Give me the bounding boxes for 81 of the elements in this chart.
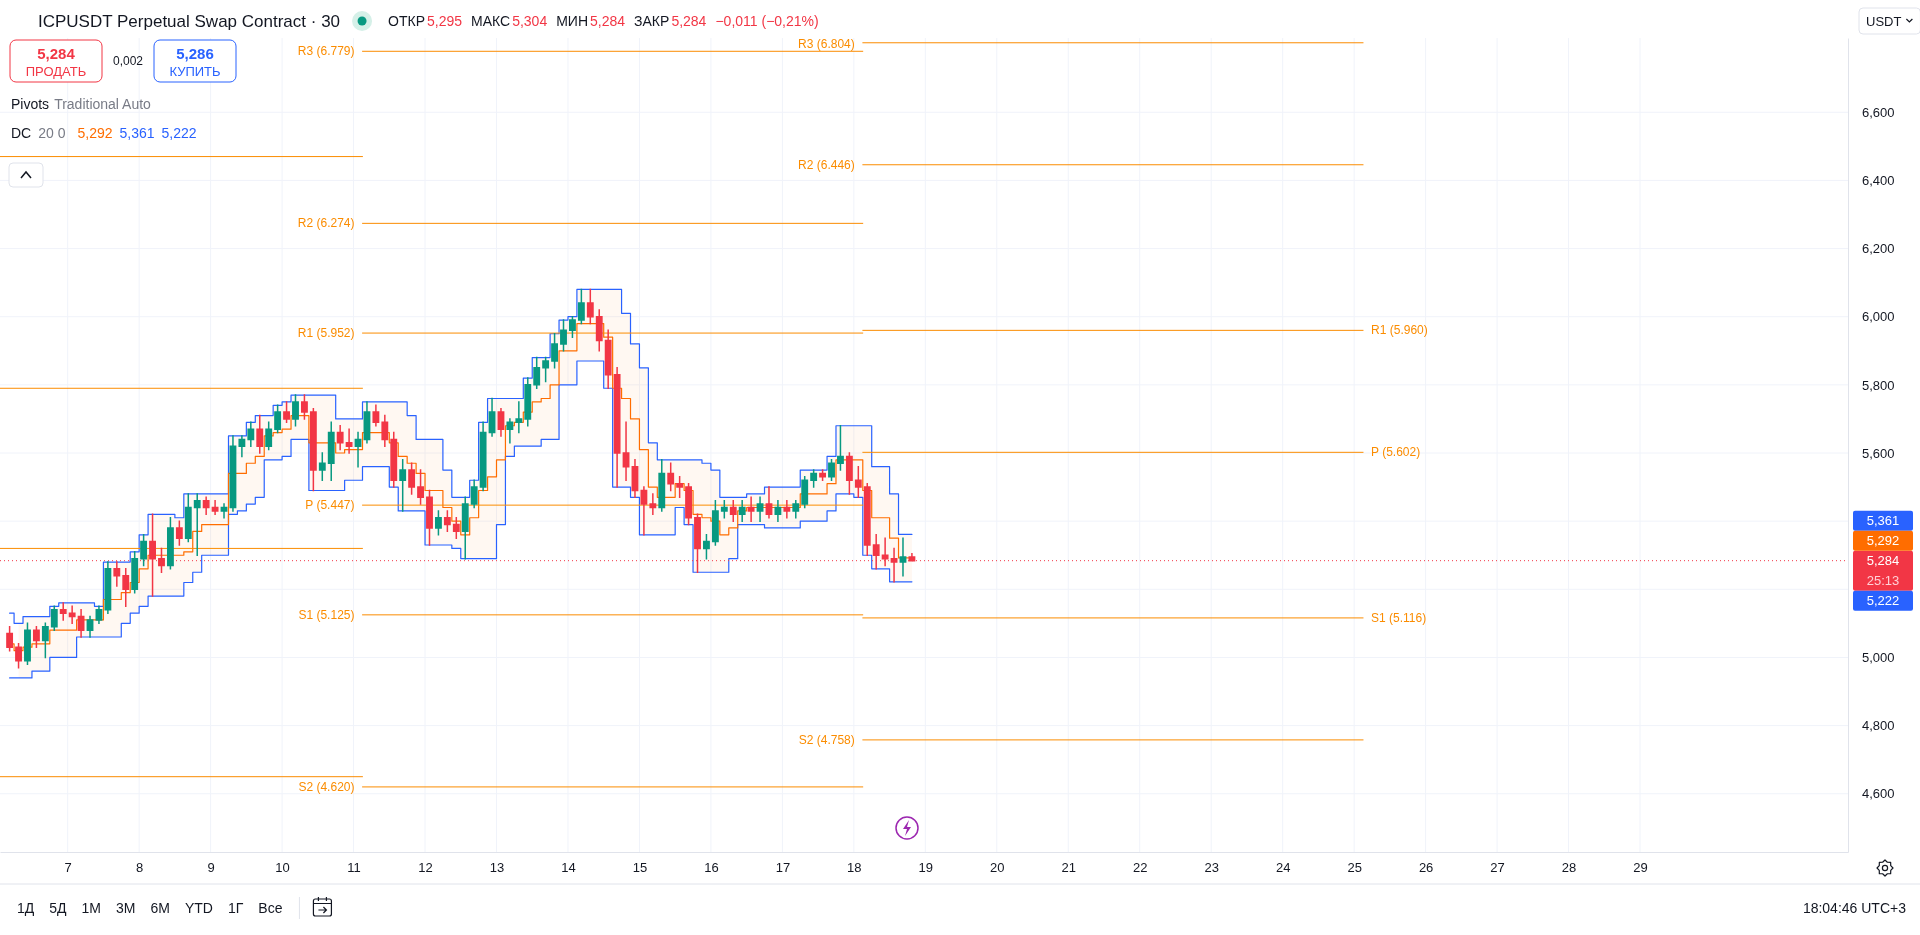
text: 5,304 [512, 13, 548, 29]
annotation: Pivots [11, 96, 50, 112]
x-tick-label: 21 [1061, 860, 1076, 876]
annotation: DC [11, 125, 32, 141]
series-label: S1 (5.116) [1371, 610, 1427, 625]
y-tick-label: 6,200 [1862, 241, 1895, 257]
series-label: P (5.602) [1371, 445, 1421, 460]
x-tick-label: 26 [1418, 860, 1434, 876]
x-tick-label: 20 [990, 860, 1005, 876]
y-tick-label: 6,600 [1862, 104, 1895, 120]
text: 18:04:46 UTC+3 [1802, 900, 1907, 916]
annotation: Traditional Auto [54, 96, 152, 112]
text: YTD [184, 900, 213, 916]
text: Все [258, 900, 283, 916]
x-tick-label: 28 [1561, 860, 1577, 876]
x-tick-label: 10 [275, 860, 290, 876]
x-tick-label: 12 [418, 860, 433, 876]
text: 5,222 [1866, 593, 1900, 609]
x-tick-label: 25 [1347, 860, 1362, 876]
text: 1М [81, 900, 102, 916]
x-tick-label: 23 [1204, 860, 1219, 876]
text: ЗАКР [634, 13, 670, 29]
x-tick-label: 27 [1490, 860, 1505, 876]
x-tick-label: 9 [207, 860, 215, 876]
y-tick-label: 6,000 [1862, 309, 1895, 325]
x-tick-label: 14 [561, 860, 576, 876]
text: 25:13 [1866, 573, 1900, 589]
text: 5Д [49, 900, 68, 916]
series-label: P (5.447) [305, 498, 355, 513]
x-tick-label: 15 [632, 860, 648, 876]
text: 1Г [227, 900, 244, 916]
text: 5,292 [1866, 533, 1900, 549]
series-label: S2 (4.758) [798, 732, 855, 747]
annotation: 5,361 [119, 125, 155, 141]
series-label: R3 (6.779) [297, 44, 355, 59]
text: 5,361 [1866, 513, 1900, 529]
x-tick-label: 17 [775, 860, 791, 876]
series-label: R1 (5.960) [1371, 323, 1428, 338]
series-label: S1 (5.125) [298, 607, 355, 622]
annotation: ПРОДАТЬ [25, 63, 87, 79]
x-tick-label: 29 [1633, 860, 1648, 876]
y-tick-label: 6,400 [1862, 173, 1895, 189]
series-label: S2 (4.620) [298, 779, 355, 794]
text: МАКС [471, 13, 511, 29]
x-tick-label: 7 [64, 860, 72, 876]
text: 3М [116, 900, 136, 916]
annotation: КУПИТЬ [169, 63, 221, 79]
x-tick-label: 13 [489, 860, 505, 876]
x-tick-label: 8 [136, 860, 144, 876]
series-label: R2 (6.446) [798, 157, 855, 172]
text: ОТКР [388, 13, 425, 29]
annotation: 5,286 [176, 44, 214, 62]
y-tick-label: 4,600 [1862, 786, 1895, 802]
text: 1Д [17, 900, 35, 916]
x-tick-label: 22 [1133, 860, 1148, 876]
ref-line-label: 5,284 [1866, 553, 1900, 569]
x-tick-label: 11 [347, 860, 361, 876]
y-tick-label: 5,600 [1862, 445, 1895, 461]
text: −0,011 (−0,21%) [715, 13, 819, 29]
chart-title: ICPUSDT Perpetual Swap Contract · 30 [38, 11, 341, 31]
y-tick-label: 5,000 [1862, 650, 1895, 666]
annotation: 5,222 [161, 125, 197, 141]
annotation: 0,002 [112, 54, 144, 68]
series-label: R2 (6.274) [297, 216, 355, 231]
y-tick-label: 5,800 [1862, 377, 1895, 393]
series-label: R3 (6.804) [798, 37, 855, 51]
text: 5,284 [671, 13, 707, 29]
text: МИН [556, 13, 589, 29]
text: 6М [150, 900, 170, 916]
annotation: 5,284 [37, 44, 76, 62]
annotation: 5,292 [77, 125, 113, 141]
x-tick-label: 16 [704, 860, 719, 876]
series-label: R1 (5.952) [297, 326, 355, 341]
text: 5,284 [590, 13, 626, 29]
x-tick-label: 18 [847, 860, 862, 876]
annotation: 20 0 [38, 125, 66, 141]
text: 5,295 [426, 13, 463, 29]
x-tick-label: 19 [918, 860, 934, 876]
y-tick-label: 4,800 [1862, 718, 1895, 734]
x-tick-label: 24 [1275, 860, 1291, 876]
y-axis-title: USDT [1866, 13, 1902, 29]
